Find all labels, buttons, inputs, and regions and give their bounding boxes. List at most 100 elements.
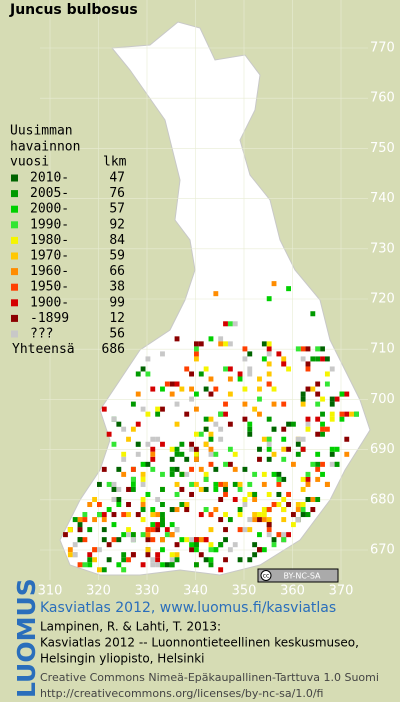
badge-frame [257,568,339,583]
occurrence-square [247,491,253,497]
occurrence-square [203,471,209,477]
occurrence-square [198,512,204,518]
occurrence-square [174,466,180,472]
legend-count: 57 [109,202,125,217]
occurrence-square [106,542,112,548]
occurrence-square [198,537,204,543]
occurrence-square [257,376,262,382]
legend-count: 56 [109,327,125,342]
occurrence-square [116,502,122,508]
occurrence-square [160,386,165,392]
occurrence-square [271,401,277,407]
occurrence-square [140,461,146,467]
occurrence-square [286,366,291,372]
occurrence-square [305,361,311,367]
occurrence-square [97,567,102,573]
occurrence-square [305,426,311,432]
occurrence-square [111,481,117,487]
occurrence-square [223,486,228,492]
occurrence-square [189,371,194,377]
occurrence-square [237,371,243,377]
occurrence-square [281,361,287,367]
occurrence-square [232,451,238,457]
occurrence-square [82,517,88,523]
occurrence-square [179,451,185,457]
legend-label: 1990- [30,217,69,232]
occurrence-square [286,491,291,497]
occurrence-square [116,466,122,472]
occurrence-square [247,371,253,377]
occurrence-square [208,562,214,568]
occurrence-square [218,411,224,417]
occurrence-square [121,512,127,518]
legend-heading: Uusimman [10,124,73,139]
occurrence-square [315,346,321,352]
occurrence-square [130,537,136,543]
occurrence-square [150,466,156,472]
occurrence-square [300,346,306,352]
occurrence-square [189,481,194,487]
occurrence-square [208,336,214,342]
occurrence-square [223,557,228,563]
occurrence-square [135,441,141,447]
occurrence-square [242,346,248,352]
occurrence-square [184,471,190,477]
occurrence-square [72,552,78,558]
occurrence-square [198,431,204,437]
occurrence-square [213,486,219,492]
occurrence-square [266,441,272,447]
occurrence-square [198,341,204,347]
occurrence-square [266,436,272,442]
occurrence-square [179,537,185,543]
occurrence-square [160,486,165,492]
occurrence-square [160,406,165,412]
occurrence-square [247,481,253,487]
occurrence-square [257,386,262,392]
citation: Helsingin yliopisto, Helsinki [40,652,205,666]
occurrence-square [324,426,330,432]
occurrence-square [208,527,214,533]
occurrence-square [174,542,180,548]
occurrence-square [155,411,161,417]
occurrence-square [295,517,301,523]
occurrence-square [223,366,228,372]
license-text: Creative Commons Nimeä-Epäkaupallinen-Ta… [40,671,379,684]
x-tick-label: 360 [280,584,305,599]
occurrence-square [160,441,165,447]
occurrence-square [101,512,107,518]
occurrence-square [169,466,175,472]
occurrence-square [140,532,146,538]
occurrence-square [223,321,228,327]
occurrence-square [218,436,224,442]
occurrence-square [208,376,214,382]
occurrence-square [295,451,301,457]
occurrence-square [281,507,287,513]
occurrence-square [227,461,233,467]
occurrence-square [227,366,233,372]
occurrence-square [97,547,102,553]
occurrence-square [77,537,83,543]
occurrence-square [252,542,258,548]
occurrence-square [218,426,224,432]
badge-circle [260,570,272,581]
occurrence-square [276,476,282,482]
occurrence-square [329,416,335,422]
occurrence-square [145,411,151,417]
y-tick-label: 760 [370,91,395,106]
occurrence-square [72,517,78,523]
legend-swatch [11,190,18,198]
occurrence-square [329,446,335,452]
occurrence-square [271,451,277,457]
occurrence-square [266,446,272,452]
occurrence-square [227,341,233,347]
occurrence-square [281,356,287,362]
occurrence-square [315,356,321,362]
occurrence-square [305,366,311,372]
occurrence-square [223,491,228,497]
occurrence-square [300,507,306,513]
occurrence-square [266,416,272,422]
y-tick-label: 690 [370,442,395,457]
occurrence-square [305,346,311,352]
occurrence-square [130,481,136,487]
occurrence-square [237,527,243,533]
